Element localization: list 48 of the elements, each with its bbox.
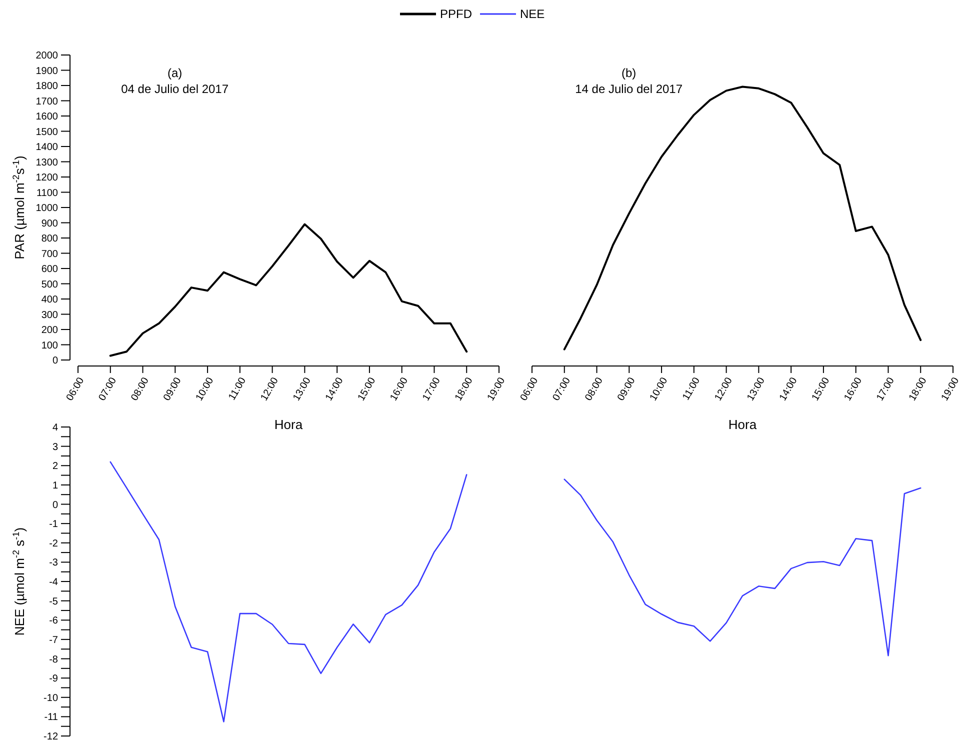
y-tick-label: 200	[41, 325, 58, 336]
y-tick-label: 3	[52, 442, 58, 453]
y-tick-label: 1300	[36, 157, 58, 168]
annotation: 14 de Julio del 2017	[575, 82, 683, 96]
x-axis-title: Hora	[274, 417, 304, 432]
y-tick-label: -6	[49, 616, 58, 627]
y-tick-label: 1700	[36, 96, 58, 108]
y-tick-label: 2	[52, 461, 58, 472]
y-tick-label: 4	[52, 422, 58, 434]
y-tick-label: 1	[52, 480, 58, 492]
annotation: (a)	[167, 66, 182, 80]
annotation: (b)	[621, 66, 636, 80]
y-tick-label: 500	[41, 279, 58, 290]
x-axis-title: Hora	[728, 417, 758, 432]
y-tick-label: 0	[52, 500, 58, 511]
y-tick-label: 1100	[36, 188, 58, 199]
y-tick-label: 700	[41, 248, 58, 260]
y-tick-label: 1500	[36, 126, 58, 138]
y-tick-label: -7	[49, 634, 58, 646]
y-tick-label: 1400	[36, 142, 58, 153]
y-tick-label: 600	[41, 264, 58, 275]
y-tick-label: 100	[41, 340, 58, 352]
y-tick-label: -1	[49, 519, 58, 530]
y-tick-label: 1900	[36, 66, 58, 77]
line-series	[110, 461, 468, 722]
y-tick-label: 800	[41, 234, 58, 244]
y-tick-label: 300	[41, 310, 58, 321]
y-tick-label: -9	[49, 674, 58, 685]
y-tick-label: 400	[41, 294, 58, 306]
legend-label: PPFD	[440, 7, 472, 22]
legend-label: NEE	[520, 7, 545, 22]
y-tick-label: 0	[52, 356, 58, 366]
y-tick-label: -10	[44, 692, 58, 704]
y-tick-label: -12	[44, 732, 58, 742]
y-tick-label: -2	[49, 538, 58, 550]
line-series	[109, 223, 468, 357]
y-tick-label: -4	[49, 577, 58, 588]
annotation: 04 de Julio del 2017	[121, 82, 229, 96]
y-tick-label: -5	[49, 596, 58, 608]
y-tick-label: -11	[44, 712, 58, 724]
y-tick-label: 2000	[36, 50, 58, 62]
y-tick-label: -8	[49, 654, 58, 666]
y-tick-label: -3	[49, 558, 58, 569]
y-tick-label: 900	[41, 218, 58, 230]
y-tick-label: 1000	[36, 203, 58, 214]
y-tick-label: 1600	[36, 112, 58, 122]
y-tick-label: 1200	[36, 172, 58, 184]
y-tick-label: 1800	[36, 81, 58, 92]
